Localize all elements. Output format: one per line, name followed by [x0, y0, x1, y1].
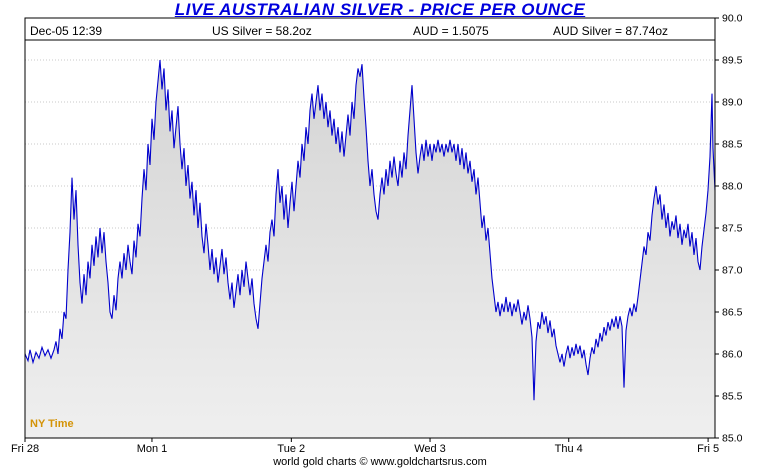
y-tick-label: 85.5 [722, 391, 743, 403]
ny-time-label: NY Time [30, 418, 74, 430]
us-silver-quote: US Silver = 58.2oz [212, 24, 312, 38]
y-tick-label: 89.0 [722, 97, 743, 109]
x-tick-label: Mon 1 [137, 443, 168, 455]
quote-timestamp: Dec-05 12:39 [30, 24, 103, 38]
chart-title: LIVE AUSTRALIAN SILVER - PRICE PER OUNCE [174, 0, 586, 19]
aud-rate-quote: AUD = 1.5075 [413, 24, 489, 38]
x-tick-label: Wed 3 [414, 443, 446, 455]
y-tick-label: 86.5 [722, 307, 743, 319]
y-tick-label: 85.0 [722, 433, 743, 445]
y-tick-label: 86.0 [722, 349, 743, 361]
y-tick-label: 87.0 [722, 265, 743, 277]
x-tick-label: Fri 5 [697, 443, 719, 455]
footer-credit: world gold charts © www.goldchartsrus.co… [273, 456, 487, 468]
y-tick-label: 87.5 [722, 223, 743, 235]
x-tick-label: Tue 2 [277, 443, 305, 455]
aud-silver-quote: AUD Silver = 87.74oz [553, 24, 669, 38]
y-tick-label: 88.0 [722, 181, 743, 193]
y-tick-label: 88.5 [722, 139, 743, 151]
x-tick-label: Fri 28 [11, 443, 39, 455]
price-line [24, 59, 716, 401]
price-area-fill [25, 60, 715, 438]
y-tick-label: 90.0 [722, 13, 743, 25]
x-tick-label: Thu 4 [555, 443, 583, 455]
y-tick-label: 89.5 [722, 55, 743, 67]
